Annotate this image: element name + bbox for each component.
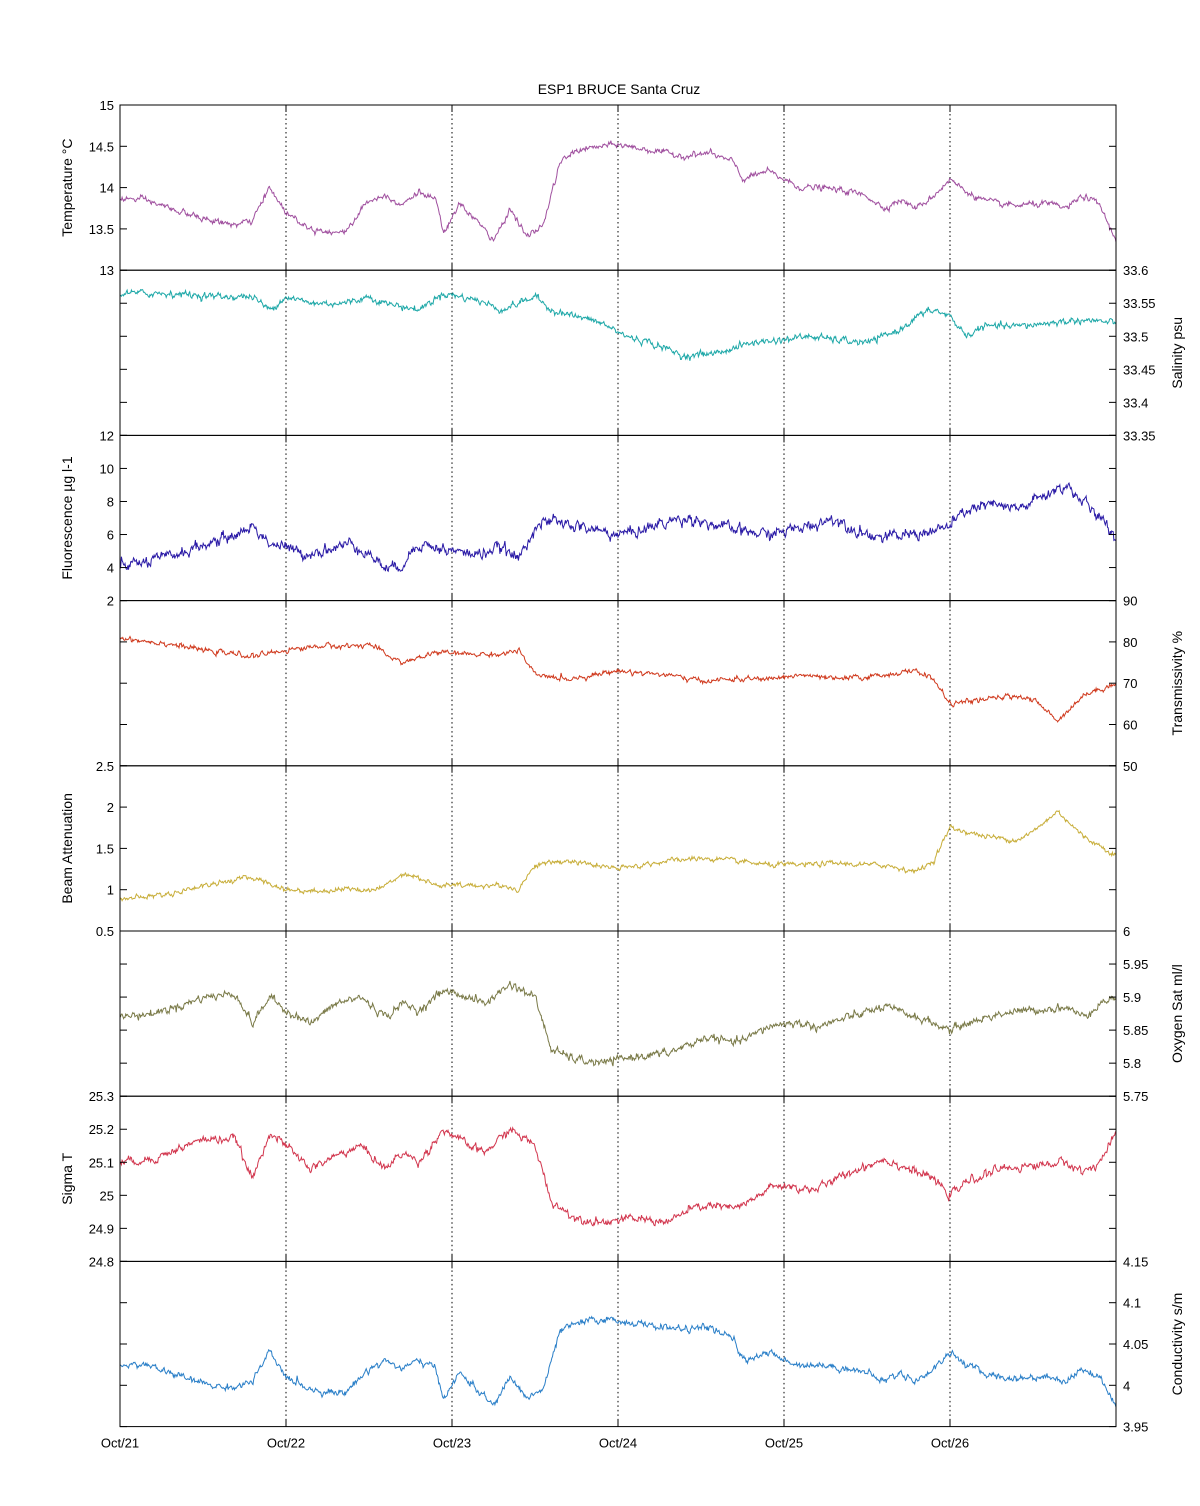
y-tick-label: 1: [107, 883, 114, 898]
panel-temperature: 13 13.5 14 14.5 15 Temperature °C: [59, 98, 1117, 278]
panel-salinity: 33.35 33.4 33.45 33.5 33.55 33.6 Salinity psu: [119, 263, 1185, 443]
fluorescence-axis-label: Fluorescence µg l-1: [59, 456, 75, 579]
y-tick-label: 4.05: [1123, 1337, 1148, 1352]
y-tick-label: 13: [100, 263, 114, 278]
figure-title: ESP1 BRUCE Santa Cruz: [538, 81, 701, 97]
temperature-series-line: [119, 140, 1117, 243]
y-tick-label: 2: [107, 800, 114, 815]
panel-fluorescence: 2 4 6 8 10 12 Fluorescence µg l-1: [59, 428, 1117, 609]
y-tick-label: 6: [107, 528, 114, 543]
y-tick-label: 5.8: [1123, 1056, 1141, 1071]
y-tick-label: 15: [100, 98, 114, 113]
conductivity-series-line: [119, 1315, 1117, 1408]
panel-beam-attenuation: 0.5 1 1.5 2 2.5 Beam Attenuation: [59, 759, 1117, 939]
transmissivity-axis-label: Transmissivity %: [1169, 631, 1185, 736]
oxygen-sat-series-line: [119, 980, 1117, 1067]
y-tick-label: 33.55: [1123, 296, 1156, 311]
y-tick-label: 5.75: [1123, 1089, 1148, 1104]
y-tick-label: 0.5: [96, 924, 114, 939]
y-tick-label: 25.1: [89, 1155, 114, 1170]
panel-conductivity: 3.95 4 4.05 4.1 4.15 Conductivity s/m: [119, 1254, 1185, 1435]
beam-attenuation-series-line: [119, 809, 1117, 902]
y-tick-label: 2.5: [96, 759, 114, 774]
y-tick-label: 90: [1123, 594, 1137, 609]
y-tick-label: 24.9: [89, 1221, 114, 1236]
transmissivity-series-line: [119, 635, 1117, 723]
y-tick-label: 33.45: [1123, 362, 1156, 377]
x-axis: Oct/21 Oct/22 Oct/23 Oct/24 Oct/25 Oct/26: [101, 1436, 969, 1451]
x-tick-label: Oct/23: [433, 1436, 471, 1451]
y-tick-label: 25.3: [89, 1089, 114, 1104]
y-tick-label: 4.15: [1123, 1254, 1148, 1269]
y-tick-label: 24.8: [89, 1254, 114, 1269]
y-tick-label: 4.1: [1123, 1296, 1141, 1311]
y-tick-label: 33.5: [1123, 329, 1148, 344]
y-tick-label: 14.5: [89, 139, 114, 154]
y-tick-label: 33.35: [1123, 428, 1156, 443]
temperature-axis-label: Temperature °C: [59, 138, 75, 236]
fluorescence-series-line: [119, 481, 1117, 573]
panel-transmissivity: 50 60 70 80 90 Transmissivity %: [119, 594, 1185, 774]
y-tick-label: 6: [1123, 924, 1130, 939]
y-tick-label: 5.9: [1123, 990, 1141, 1005]
y-tick-label: 2: [107, 594, 114, 609]
y-tick-label: 70: [1123, 676, 1137, 691]
sigma-t-series-line: [119, 1126, 1117, 1227]
beam-attenuation-axis-label: Beam Attenuation: [59, 793, 75, 904]
x-tick-label: Oct/26: [931, 1436, 969, 1451]
y-tick-label: 10: [100, 461, 114, 476]
y-tick-label: 5.95: [1123, 957, 1148, 972]
oxygen-sat-axis-label: Oxygen Sat ml/l: [1169, 964, 1185, 1063]
y-tick-label: 33.6: [1123, 263, 1148, 278]
salinity-axis-label: Salinity psu: [1169, 317, 1185, 389]
y-tick-label: 4: [1123, 1378, 1130, 1393]
y-tick-label: 12: [100, 428, 114, 443]
y-tick-label: 1.5: [96, 841, 114, 856]
y-tick-label: 25: [100, 1188, 114, 1203]
x-tick-label: Oct/24: [599, 1436, 637, 1451]
salinity-series-line: [119, 288, 1117, 361]
y-tick-label: 13.5: [89, 222, 114, 237]
x-tick-label: Oct/22: [267, 1436, 305, 1451]
conductivity-axis-label: Conductivity s/m: [1169, 1293, 1185, 1396]
y-tick-label: 3.95: [1123, 1420, 1148, 1435]
y-tick-label: 25.2: [89, 1122, 114, 1137]
y-tick-label: 8: [107, 494, 114, 509]
x-tick-label: Oct/21: [101, 1436, 139, 1451]
y-tick-label: 4: [107, 561, 114, 576]
x-tick-label: Oct/25: [765, 1436, 803, 1451]
y-tick-label: 60: [1123, 718, 1137, 733]
y-tick-label: 80: [1123, 635, 1137, 650]
sigma-t-axis-label: Sigma T: [59, 1152, 75, 1204]
y-tick-label: 5.85: [1123, 1023, 1148, 1038]
y-tick-label: 14: [100, 181, 114, 196]
y-tick-label: 50: [1123, 759, 1137, 774]
y-tick-label: 33.4: [1123, 395, 1148, 410]
